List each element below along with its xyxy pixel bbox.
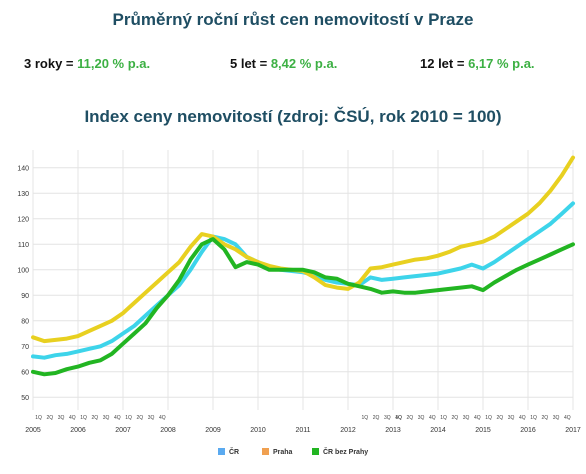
series-line-3 [31,237,575,377]
x-tick-label: 2010 [250,427,266,434]
y-tick-label: 140 [17,165,29,172]
quarter-tick-label: 1Q [362,415,369,421]
y-tick-label: 70 [21,344,29,351]
quarter-tick-label: 2Q [452,415,459,421]
x-tick-label: 2016 [520,427,536,434]
y-tick-label: 120 [17,216,29,223]
series-lines [31,155,575,377]
legend-label: Praha [273,449,293,456]
quarter-tick-label: 4Q [474,415,481,421]
y-tick-label: 80 [21,318,29,325]
chart-title: Index ceny nemovitostí (zdroj: ČSÚ, rok … [84,107,502,126]
stat-12-years: 12 let = 6,17 % p.a. [420,56,535,71]
quarter-tick-label: 4Q [69,415,76,421]
quarter-tick-label: 3Q [58,415,65,421]
axes: 50 60 70 80 90 100 110 120 130 140 2005 2006 2007 200… [17,165,581,434]
x-tick-label: 2011 [295,427,310,434]
quarter-tick-label: 3Q [148,415,155,421]
quarter-tick-label: 1Q [80,415,87,421]
quarter-tick-label: 4Q [159,415,166,421]
quarter-tick-label: 4Q [519,415,526,421]
x-tick-label: 2005 [25,427,41,434]
quarter-tick-label: 2Q [407,415,414,421]
legend-label: ČR bez Prahy [323,447,368,456]
x-tick-label: 2015 [475,427,491,434]
quarter-tick-label: 1Q [35,415,42,421]
legend-swatch [312,448,319,455]
stat-5-years: 5 let = 8,42 % p.a. [230,56,337,71]
x-tick-label: 2006 [70,427,86,434]
x-tick-label: 2012 [340,427,356,434]
stat-value: 11,20 % p.a. [77,56,151,71]
quarter-tick-label: 3Q [553,415,560,421]
quarter-tick-label: 3Q [103,415,110,421]
quarter-tick-label: 1Q [485,415,492,421]
quarter-tick-label: 2Q [542,415,549,421]
x-tick-label: 2013 [385,427,401,434]
stat-value: 6,17 % p.a. [468,56,535,71]
quarter-tick-label: 4Q [114,415,121,421]
quarter-tick-label: 4Q [564,415,571,421]
x-tick-label: 2009 [205,427,221,434]
y-tick-label: 130 [17,191,29,198]
quarter-tick-label: 3Q [384,415,391,421]
legend-label: ČR [229,447,239,456]
legend: ČR Praha ČR bez Prahy [218,447,368,456]
stat-label: 3 roky = [24,56,78,71]
x-tick-label: 2008 [160,427,176,434]
legend-swatch [262,448,269,455]
quarter-tick-label: 2Q [92,415,99,421]
quarter-tick-label: 1Q [440,415,447,421]
stat-label: 12 let = [420,56,469,71]
grid [32,150,574,410]
stat-value: 8,42 % p.a. [270,56,338,71]
quarter-tick-label: 3Q [508,415,515,421]
stat-label: 5 let = [230,56,271,71]
x-tick-label: 2017 [565,427,581,434]
quarter-tick-label: 2Q [47,415,54,421]
quarter-tick-label: 2Q [497,415,504,421]
quarter-tick-label: 1Q [125,415,132,421]
y-tick-label: 110 [18,242,29,249]
y-tick-label: 60 [21,369,29,376]
quarter-tick-label: 4Q [429,415,436,421]
quarter-tick-label: 3Q [463,415,470,421]
quarter-tick-label: 1Q [395,415,402,421]
quarter-tick-label: 1Q [530,415,537,421]
stat-3-years: 3 roky = 11,20 % p.a. [24,56,150,71]
y-tick-label: 50 [21,395,29,402]
quarter-tick-label: 2Q [373,415,380,421]
y-tick-label: 100 [17,267,29,274]
quarter-tick-label: 3Q [418,415,425,421]
x-tick-label: 2014 [430,427,446,434]
quarter-tick-label: 2Q [137,415,144,421]
x-tick-label: 2007 [115,427,131,434]
quarter-tick-label: 4Q [395,415,402,421]
y-tick-label: 90 [21,293,29,300]
page-title: Průměrný roční růst cen nemovitostí v Pr… [112,10,474,29]
legend-swatch [218,448,225,455]
